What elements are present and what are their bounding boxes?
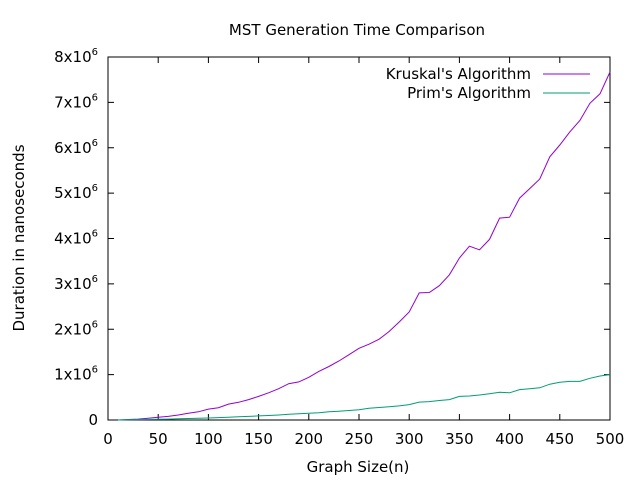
y-tick-label: 4x106 [54, 229, 98, 248]
x-tick-label: 200 [294, 430, 323, 448]
x-tick-label: 0 [103, 430, 113, 448]
y-tick-label-base: 3x10 [54, 275, 92, 293]
y-tick-label: 5x106 [54, 183, 98, 202]
x-tick-label: 150 [244, 430, 273, 448]
y-tick-label-base: 6x10 [54, 139, 92, 157]
y-tick-label: 3x106 [54, 274, 98, 293]
y-tick-label-exponent: 6 [92, 92, 98, 103]
y-tick-label-base: 8x10 [54, 48, 92, 66]
y-tick-label-base: 5x10 [54, 184, 92, 202]
y-tick-label-exponent: 6 [92, 229, 98, 240]
y-tick-label: 0 [88, 411, 98, 429]
y-tick-label-exponent: 6 [92, 319, 98, 330]
y-tick-label-base: 0 [88, 411, 98, 429]
y-tick-label-exponent: 6 [92, 183, 98, 194]
x-axis-label: Graph Size(n) [307, 458, 410, 476]
y-tick-label-base: 7x10 [54, 93, 92, 111]
x-tick-label: 350 [445, 430, 474, 448]
y-tick-label-exponent: 6 [92, 138, 98, 149]
y-tick-label-exponent: 6 [92, 47, 98, 58]
y-tick-label: 7x106 [54, 92, 98, 111]
x-tick-label: 100 [194, 430, 223, 448]
chart-title: MST Generation Time Comparison [229, 21, 485, 39]
axes: 0 50 100 150 200 250 300 350 400 450 50001x1062x10… [54, 47, 624, 448]
x-tick-label: 300 [395, 430, 424, 448]
y-tick-label-exponent: 6 [92, 365, 98, 376]
legend-label-1: Prim's Algorithm [407, 84, 531, 102]
y-tick-label-exponent: 6 [92, 274, 98, 285]
x-tick-label: 250 [345, 430, 374, 448]
x-tick-label: 50 [149, 430, 168, 448]
plot-frame [107, 56, 611, 421]
y-tick-label-base: 2x10 [54, 320, 92, 338]
x-tick-label: 400 [495, 430, 524, 448]
y-tick-label: 8x106 [54, 47, 98, 66]
series-line-0 [117, 71, 611, 421]
legend-label-0: Kruskal's Algorithm [386, 65, 531, 83]
y-tick-label: 1x106 [54, 365, 98, 384]
series-layer [117, 71, 611, 421]
series-line-1 [117, 374, 611, 421]
y-tick-label-base: 1x10 [54, 366, 92, 384]
y-tick-label: 6x106 [54, 138, 98, 157]
x-tick-label: 450 [545, 430, 574, 448]
y-tick-label-base: 4x10 [54, 230, 92, 248]
x-tick-label: 500 [596, 430, 625, 448]
y-tick-label: 2x106 [54, 319, 98, 338]
y-axis-label: Duration in nanoseconds [10, 144, 28, 331]
